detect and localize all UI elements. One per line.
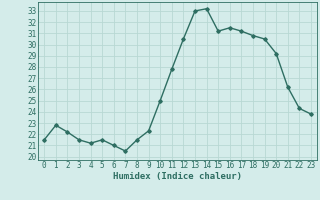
X-axis label: Humidex (Indice chaleur): Humidex (Indice chaleur) xyxy=(113,172,242,181)
